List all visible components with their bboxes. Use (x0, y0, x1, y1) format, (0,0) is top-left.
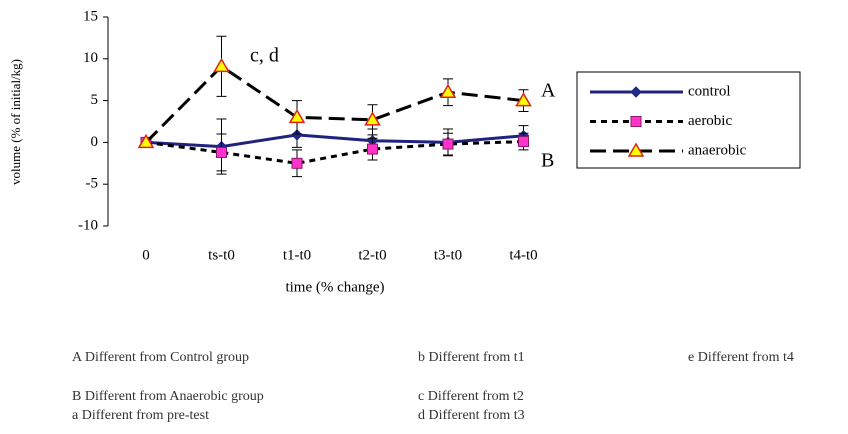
marker (367, 143, 378, 155)
x-axis-label: time (% change) (285, 279, 384, 295)
y-tick-label: 5 (91, 92, 99, 108)
legend-label: control (688, 83, 731, 99)
footnote: b Different from t1 (418, 350, 525, 365)
marker (137, 133, 155, 149)
legend-label: aerobic (688, 113, 732, 129)
x-tick-label: 0 (142, 247, 150, 263)
marker (216, 146, 227, 158)
legend-label: anaerobic (688, 142, 747, 158)
y-tick-label: 0 (91, 134, 99, 150)
y-tick-label: 15 (83, 8, 98, 24)
y-tick-label: 10 (83, 50, 98, 66)
series-line (145, 140, 524, 165)
x-tick-label: t3-t0 (434, 247, 462, 263)
y-tick-label: -5 (86, 176, 99, 192)
marker (291, 129, 303, 141)
marker (515, 92, 532, 107)
marker (630, 86, 642, 98)
x-tick-label: t4-t0 (509, 247, 537, 263)
footnote: e Different from t4 (688, 350, 794, 365)
footnote: a Different from pre-test (72, 408, 209, 423)
annotation: A (541, 80, 556, 102)
marker (439, 83, 457, 98)
footnote: d Different from t3 (418, 408, 525, 423)
marker (442, 138, 454, 150)
y-axis-label: volume (% of initial/kg) (8, 59, 23, 185)
marker (364, 111, 381, 126)
annotation: c, d (250, 45, 279, 67)
footnote: c Different from t2 (418, 389, 524, 404)
x-tick-label: t1-t0 (283, 247, 311, 263)
marker (213, 57, 230, 73)
marker (291, 157, 303, 169)
series-line (145, 133, 524, 149)
marker (518, 136, 529, 148)
footnote: B Different from Anaerobic group (72, 389, 264, 404)
x-tick-label: ts-t0 (208, 247, 235, 263)
footnote: A Different from Control group (72, 350, 249, 365)
marker (627, 142, 645, 157)
annotation: B (541, 150, 554, 172)
marker (630, 116, 642, 127)
x-tick-label: t2-t0 (358, 247, 386, 263)
series-line (144, 64, 524, 144)
y-tick-label: -10 (78, 217, 98, 233)
marker (288, 108, 306, 124)
